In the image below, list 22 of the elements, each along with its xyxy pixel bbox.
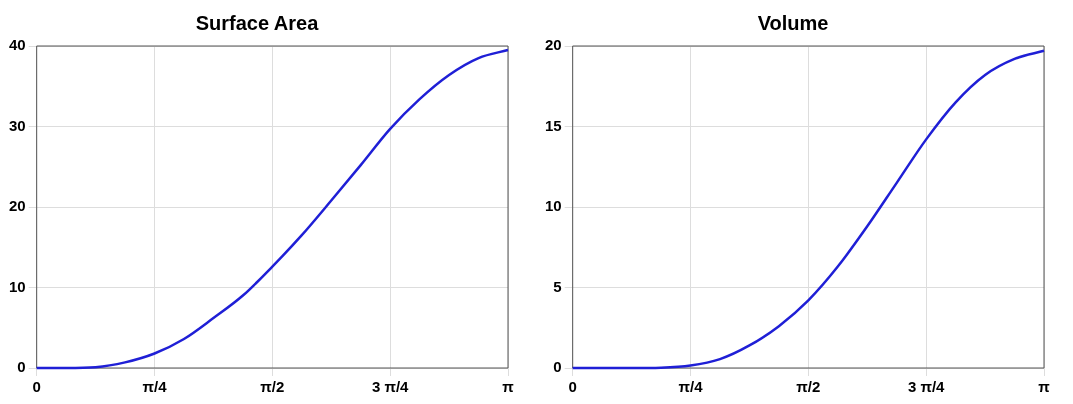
y-tick-label: 0 [553, 358, 562, 376]
x-tick-label: 3 π/4 [371, 378, 410, 396]
chart-title: Volume [757, 11, 829, 34]
y-tick-label: 10 [9, 277, 26, 295]
y-tick-label: 0 [17, 358, 26, 376]
x-tick-label: π [1038, 378, 1051, 396]
x-tick-label: π/2 [796, 378, 821, 396]
y-tick-label: 15 [545, 116, 562, 134]
x-tick-label: 0 [568, 378, 577, 396]
y-tick-label: 40 [9, 36, 26, 54]
x-tick-label: 0 [32, 378, 41, 396]
y-tick-label: 10 [545, 197, 562, 215]
x-tick-label: 3 π/4 [907, 378, 946, 396]
y-tick-label: 20 [545, 36, 562, 54]
x-tick-label: π/4 [678, 378, 704, 396]
y-tick-label: 5 [553, 277, 562, 295]
x-tick-label: π/2 [260, 378, 285, 396]
x-tick-label: π/4 [142, 378, 168, 396]
chart-title: Surface Area [195, 11, 320, 34]
x-tick-label: π [502, 378, 515, 396]
y-tick-label: 20 [9, 197, 26, 215]
y-tick-label: 30 [9, 116, 26, 134]
